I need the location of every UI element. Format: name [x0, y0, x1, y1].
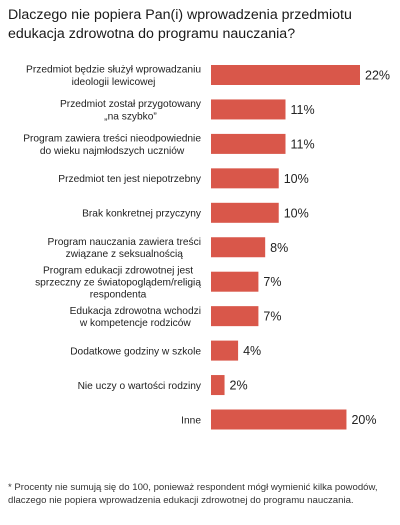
- category-label: Przedmiot ten jest niepotrzebny: [58, 174, 202, 185]
- category-label: do wieku najmłodszych uczniów: [40, 146, 185, 157]
- footnote: * Procenty nie sumują się do 100, poniew…: [8, 482, 378, 506]
- value-label: 10%: [284, 172, 309, 186]
- value-label: 7%: [263, 310, 281, 324]
- category-label: Program nauczania zawiera treści: [48, 237, 201, 248]
- category-label: w kompetencje rodziców: [79, 318, 192, 329]
- category-label: związane z seksualnością: [66, 249, 184, 260]
- value-label: 4%: [243, 344, 261, 358]
- category-label: Inne: [181, 415, 201, 426]
- bar: [211, 237, 266, 258]
- bar: [211, 99, 286, 120]
- category-label: sprzeczny ze światopoglądem/religią: [35, 278, 201, 289]
- category-label: Dodatkowe godziny w szkole: [70, 346, 201, 357]
- bar: [211, 65, 360, 85]
- bar: [211, 340, 239, 361]
- bar: [211, 271, 259, 292]
- category-label: Edukacja zdrowotna wchodzi: [70, 306, 201, 317]
- bar: [211, 409, 347, 430]
- category-label: Przedmiot został przygotowany: [60, 99, 202, 110]
- value-label: 2%: [230, 379, 248, 393]
- category-label: Nie uczy o wartości rodziny: [78, 381, 202, 392]
- value-label: 11%: [291, 137, 315, 151]
- value-label: 8%: [270, 241, 288, 255]
- category-label: respondenta: [90, 290, 147, 301]
- category-label: Brak konkretnej przyczyny: [82, 209, 202, 220]
- value-label: 10%: [284, 206, 309, 220]
- category-label: Przedmiot będzie służył wprowadzaniu: [26, 65, 201, 76]
- bar: [211, 133, 286, 154]
- category-label: Program zawiera treści nieodpowiednie: [23, 134, 201, 145]
- value-label: 22%: [365, 69, 390, 83]
- category-label: ideologii lewicowej: [72, 77, 156, 88]
- bar: [211, 168, 279, 189]
- category-label: „na szybko”: [104, 111, 157, 122]
- bar: [211, 202, 279, 223]
- value-label: 11%: [291, 103, 315, 117]
- chart-title: Dlaczego nie popiera Pan(i) wprowadzenia…: [8, 7, 352, 42]
- value-label: 20%: [351, 413, 376, 427]
- category-label: Program edukacji zdrowotnej jest: [43, 265, 193, 276]
- value-label: 7%: [263, 275, 281, 289]
- bar: [211, 375, 225, 396]
- bar: [211, 306, 259, 327]
